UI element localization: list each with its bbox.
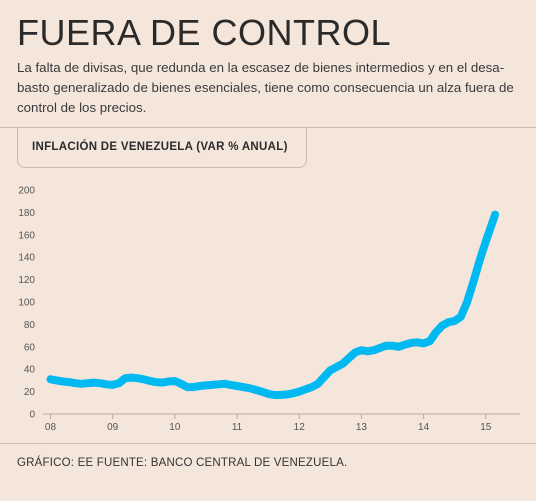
- bottom-divider: [0, 443, 536, 444]
- chart-title: INFLACIÓN DE VENEZUELA (VAR % ANUAL): [32, 141, 288, 153]
- y-tick-label: 40: [24, 365, 36, 376]
- y-tick-label: 180: [18, 208, 35, 219]
- x-tick-label: 08: [45, 422, 57, 433]
- top-divider: [0, 127, 536, 128]
- y-tick-label: 200: [18, 186, 35, 197]
- y-tick-label: 60: [24, 342, 36, 353]
- x-tick-label: 14: [418, 422, 430, 433]
- y-axis: 0 20 40 60 80 100 120 140 160 180 200: [18, 186, 35, 421]
- y-tick-label: 140: [18, 253, 35, 264]
- y-tick-label: 20: [24, 387, 36, 398]
- x-tick-label: 10: [169, 422, 181, 433]
- inflation-line-chart: 0 20 40 60 80 100 120 140 160 180 200 08 09 10 11 12 13…: [18, 186, 520, 433]
- x-axis: 08 09 10 11 12 13 14 15: [45, 414, 492, 433]
- inflation-series-line: [46, 210, 500, 399]
- y-tick-label: 120: [18, 275, 35, 286]
- y-tick-label: 0: [29, 410, 35, 421]
- x-tick-label: 15: [480, 422, 492, 433]
- x-tick-label: 09: [107, 422, 119, 433]
- page-title: FUERA DE CONTROL: [17, 12, 392, 53]
- chart-title-tab: INFLACIÓN DE VENEZUELA (VAR % ANUAL): [17, 128, 307, 168]
- x-tick-label: 13: [356, 422, 368, 433]
- x-tick-label: 11: [232, 422, 243, 433]
- y-tick-label: 160: [18, 230, 35, 241]
- source-note: GRÁFICO: EE FUENTE: BANCO CENTRAL DE VEN…: [17, 457, 348, 469]
- y-tick-label: 80: [24, 320, 36, 331]
- y-tick-label: 100: [18, 298, 35, 309]
- chart-description: La falta de divisas, que redunda en la e…: [17, 60, 514, 115]
- x-tick-label: 12: [294, 422, 306, 433]
